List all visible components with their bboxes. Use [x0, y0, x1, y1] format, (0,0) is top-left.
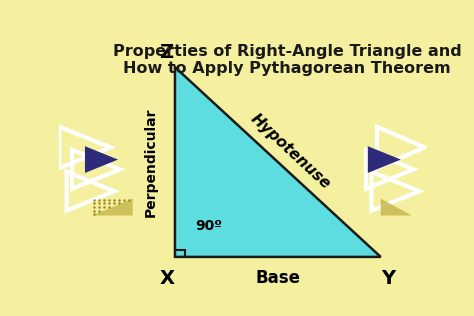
Polygon shape — [381, 198, 412, 216]
Polygon shape — [175, 67, 381, 257]
Text: Hypotenuse: Hypotenuse — [248, 111, 334, 191]
Text: Y: Y — [381, 269, 395, 288]
Text: Base: Base — [255, 269, 301, 287]
Text: Z: Z — [159, 43, 173, 62]
Text: Perpendicular: Perpendicular — [144, 107, 158, 217]
Text: Properties of Right-Angle Triangle and
How to Apply Pythagorean Theorem: Properties of Right-Angle Triangle and H… — [113, 44, 461, 76]
Polygon shape — [85, 146, 118, 173]
Text: 90º: 90º — [195, 219, 222, 233]
Text: X: X — [160, 269, 175, 288]
Polygon shape — [368, 146, 401, 173]
Polygon shape — [92, 198, 133, 216]
